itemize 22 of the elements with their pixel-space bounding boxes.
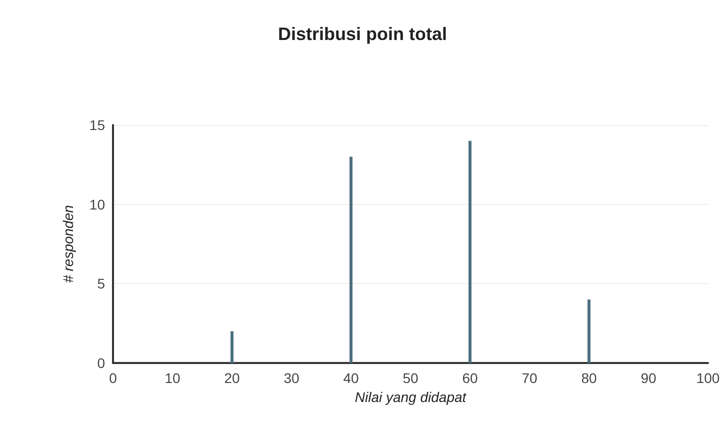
y-axis-title: # responden bbox=[60, 204, 76, 283]
bar bbox=[350, 156, 352, 363]
x-tick-label: 60 bbox=[462, 370, 478, 386]
y-tick-label: 0 bbox=[97, 355, 106, 371]
x-tick-label: 40 bbox=[343, 370, 359, 386]
x-axis-title: Nilai yang didapat bbox=[354, 388, 468, 405]
chart-title: Distribusi poin total bbox=[278, 24, 447, 44]
bar bbox=[230, 331, 234, 363]
x-tick-label: 30 bbox=[284, 370, 300, 386]
x-tick-label: 10 bbox=[164, 370, 180, 386]
y-tick-label: 15 bbox=[89, 117, 106, 133]
x-tick-label: 90 bbox=[640, 370, 656, 386]
x-tick-label: 70 bbox=[522, 370, 538, 386]
bar bbox=[468, 140, 472, 363]
y-tick-label: 5 bbox=[97, 276, 106, 292]
x-tick-label: 20 bbox=[224, 370, 240, 386]
x-tick-label: 0 bbox=[109, 370, 118, 386]
x-tick-label: 50 bbox=[402, 370, 418, 386]
bar bbox=[588, 300, 590, 363]
x-tick-label: 80 bbox=[581, 370, 597, 386]
y-tick-label: 10 bbox=[89, 196, 106, 212]
x-tick-label: 100 bbox=[696, 370, 720, 386]
